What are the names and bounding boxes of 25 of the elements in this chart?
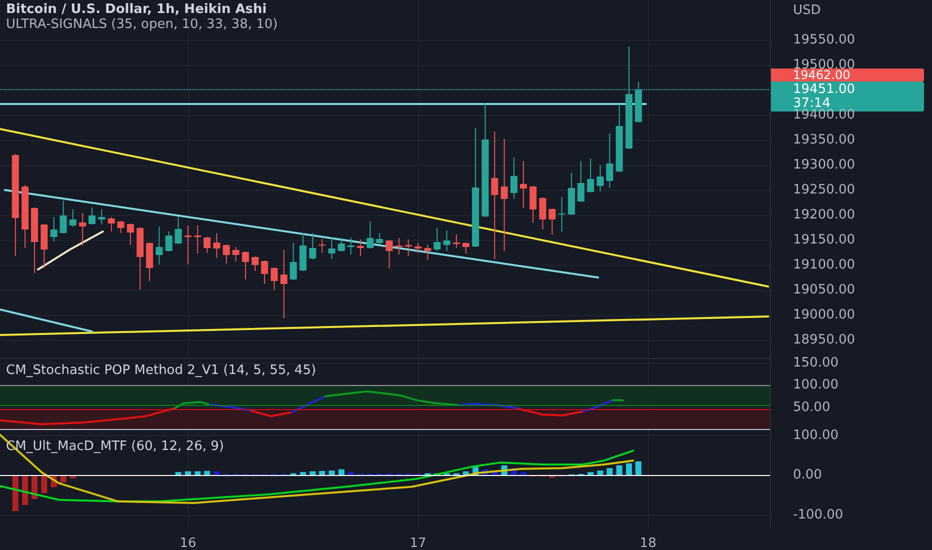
y-axis-title: USD <box>793 3 821 18</box>
y-tick-label: 19100.00 <box>793 258 856 272</box>
y-tick-label: 19250.00 <box>793 182 856 198</box>
y-tick-label: 50.00 <box>793 400 830 415</box>
chart-title: CM_Stochastic POP Method 2_V1 (14, 5, 55, 45) <box>6 363 316 378</box>
y-tick-label: 19300.00 <box>793 158 856 172</box>
y-tick-label: 100.00 <box>793 378 838 393</box>
y-tick-label: 19150.00 <box>793 232 856 248</box>
text: ULTRA-SIGNALS (35, open, 10, 33, 38, 10) <box>6 17 278 32</box>
y-tick-label: 150.00 <box>793 355 838 370</box>
y-tick-label: 19200.00 <box>793 208 856 222</box>
y-tick-label: 100.00 <box>793 428 838 444</box>
y-tick-label: -100.00 <box>793 507 844 522</box>
ref-line-label: 19451.00 <box>793 82 856 97</box>
y-tick-label: 19550.00 <box>793 32 856 48</box>
y-tick-label: 18950.00 <box>793 332 856 348</box>
x-tick-label: 18 <box>640 536 656 550</box>
x-tick-label: 16 <box>180 536 196 550</box>
y-tick-label: 19050.00 <box>793 282 856 298</box>
x-tick-label: 17 <box>410 536 426 550</box>
chart-title: Bitcoin / U.S. Dollar, 1h, Heikin Ashi <box>6 2 267 17</box>
y-tick-label: 19350.00 <box>793 132 856 148</box>
y-tick-label: 19400.00 <box>793 108 856 122</box>
y-tick-label: 19000.00 <box>793 308 856 322</box>
y-tick-label: 0.00 <box>793 468 822 483</box>
